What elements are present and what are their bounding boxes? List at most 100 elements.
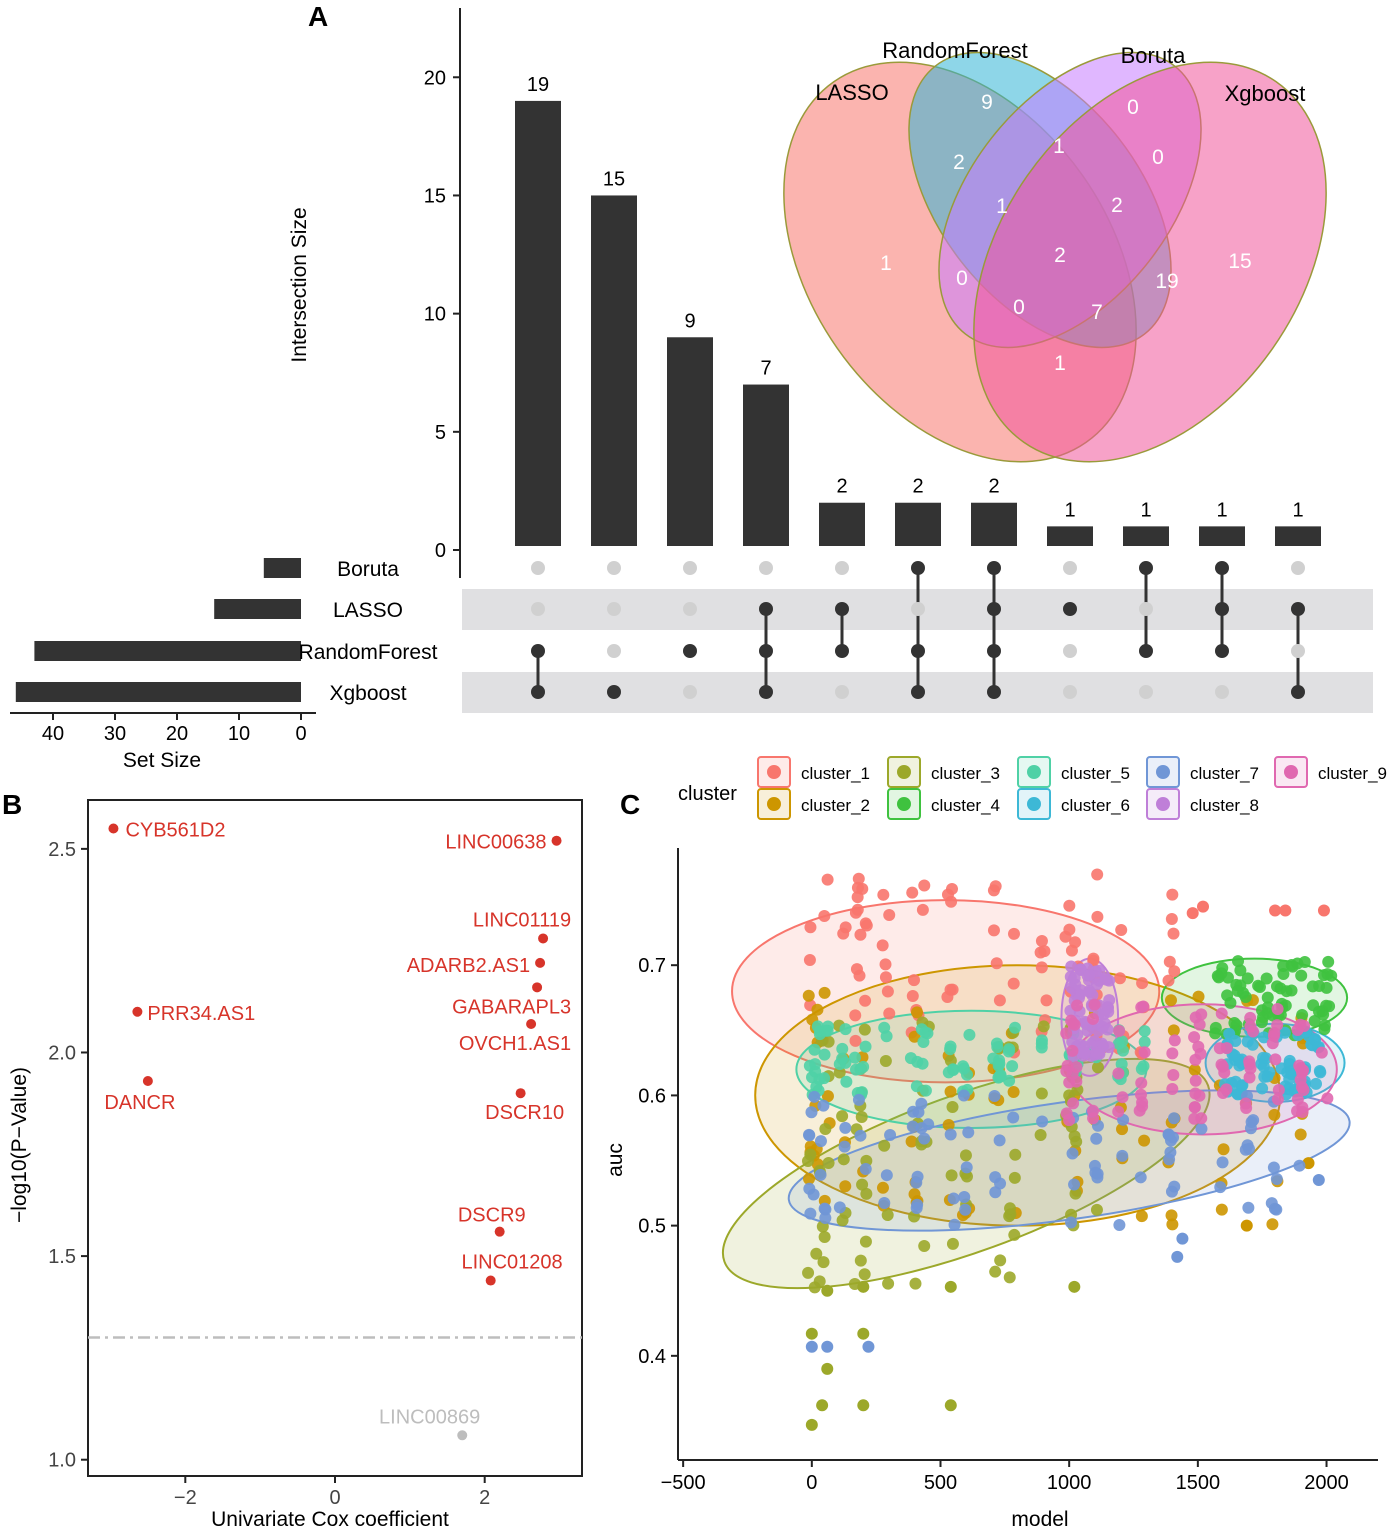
data-point xyxy=(1239,990,1252,1003)
intersection-size-label: Intersection Size xyxy=(288,207,311,362)
data-point xyxy=(961,1068,974,1081)
data-point xyxy=(808,1281,821,1294)
data-point xyxy=(944,1085,957,1098)
data-point xyxy=(1165,912,1178,925)
data-point xyxy=(1242,1201,1255,1214)
data-point xyxy=(1188,1063,1201,1076)
data-point xyxy=(1008,1228,1021,1241)
data-point xyxy=(1068,1130,1081,1143)
set-name-label: RandomForest xyxy=(299,641,438,664)
gene-point xyxy=(108,823,119,834)
data-point xyxy=(1083,969,1096,982)
legend-key-dot xyxy=(1156,797,1170,811)
legend-label: cluster_6 xyxy=(1061,796,1130,815)
data-point xyxy=(1068,1178,1081,1191)
bar-value-label: 1 xyxy=(1140,499,1151,521)
data-point xyxy=(1291,957,1304,970)
x-axis-label: model xyxy=(1011,1508,1068,1529)
data-point xyxy=(1255,1016,1268,1029)
matrix-dot xyxy=(607,644,621,658)
bar-value-label: 2 xyxy=(988,476,999,498)
data-point xyxy=(1138,1046,1151,1059)
data-point xyxy=(802,989,815,1002)
data-point xyxy=(852,1093,865,1106)
data-point xyxy=(876,1181,889,1194)
data-point xyxy=(860,1187,873,1200)
data-point xyxy=(1267,1161,1280,1174)
data-point xyxy=(879,958,892,971)
data-point xyxy=(921,1027,934,1040)
data-point xyxy=(816,1399,829,1412)
data-point xyxy=(859,1235,872,1248)
data-point xyxy=(908,1030,921,1043)
data-point xyxy=(803,1059,816,1072)
data-point xyxy=(1116,1149,1129,1162)
set-size-bar xyxy=(214,599,301,619)
data-point xyxy=(1003,1271,1016,1284)
matrix-dot xyxy=(683,685,697,699)
data-point xyxy=(959,1149,972,1162)
data-point xyxy=(947,1063,960,1076)
data-point xyxy=(1243,1071,1256,1084)
gene-label: LINC01119 xyxy=(473,909,571,931)
data-point xyxy=(1002,1045,1015,1058)
legend-key-dot xyxy=(767,797,781,811)
data-point xyxy=(1245,1115,1258,1128)
set-size-tick-label: 0 xyxy=(295,723,306,745)
matrix-dot xyxy=(987,602,1001,616)
data-point xyxy=(1168,1112,1181,1125)
data-point xyxy=(851,881,864,894)
data-point xyxy=(805,1106,818,1119)
data-point xyxy=(1116,1091,1129,1104)
gene-label: OVCH1.AS1 xyxy=(459,1033,571,1055)
data-point xyxy=(1192,990,1205,1003)
data-point xyxy=(859,1040,872,1053)
data-point xyxy=(1295,969,1308,982)
gene-label: GABARAPL3 xyxy=(452,996,571,1018)
data-point xyxy=(906,886,919,899)
data-point xyxy=(1229,1035,1242,1048)
y-tick-label: 2.0 xyxy=(48,1042,76,1064)
data-point xyxy=(1091,1061,1104,1074)
intersection-bar xyxy=(743,384,789,546)
gene-label: LINC00638 xyxy=(445,832,546,854)
data-point xyxy=(1294,1018,1307,1031)
data-point xyxy=(1162,1128,1175,1141)
data-point xyxy=(1115,924,1128,937)
data-point xyxy=(909,1277,922,1290)
data-point xyxy=(854,1129,867,1142)
gene-point xyxy=(515,1088,526,1099)
data-point xyxy=(1063,899,1076,912)
gene-label: ADARB2.AS1 xyxy=(407,955,530,977)
gene-points: CYB561D2 LINC00638 LINC01119 ADARB2.AS1 PRR3… xyxy=(104,820,571,1441)
set-size-bar xyxy=(34,641,302,661)
data-point xyxy=(1268,1108,1281,1121)
intersection-bar xyxy=(1275,526,1321,546)
data-point xyxy=(1113,1024,1126,1037)
data-point xyxy=(1188,1031,1201,1044)
matrix-dot xyxy=(835,644,849,658)
data-point xyxy=(1232,955,1245,968)
data-point xyxy=(1066,1044,1079,1057)
matrix-dot xyxy=(531,561,545,575)
data-point xyxy=(1314,1066,1327,1079)
data-point xyxy=(878,1139,891,1152)
data-point xyxy=(919,1084,932,1097)
data-point xyxy=(1137,1000,1150,1013)
data-point xyxy=(1009,1148,1022,1161)
data-point xyxy=(881,985,894,998)
data-point xyxy=(1097,1008,1110,1021)
y-tick-label: 15 xyxy=(424,185,446,207)
data-point xyxy=(1244,1011,1257,1024)
legend-label: cluster_7 xyxy=(1190,764,1259,783)
data-point xyxy=(814,1135,827,1148)
matrix-dot xyxy=(1291,685,1305,699)
gene-point xyxy=(532,982,543,993)
data-point xyxy=(1280,985,1293,998)
data-point xyxy=(1036,1115,1049,1128)
data-point xyxy=(941,990,954,1003)
data-point xyxy=(1312,1174,1325,1187)
data-point xyxy=(1116,1123,1129,1136)
data-point xyxy=(1135,1210,1148,1223)
data-point xyxy=(989,1186,1002,1199)
